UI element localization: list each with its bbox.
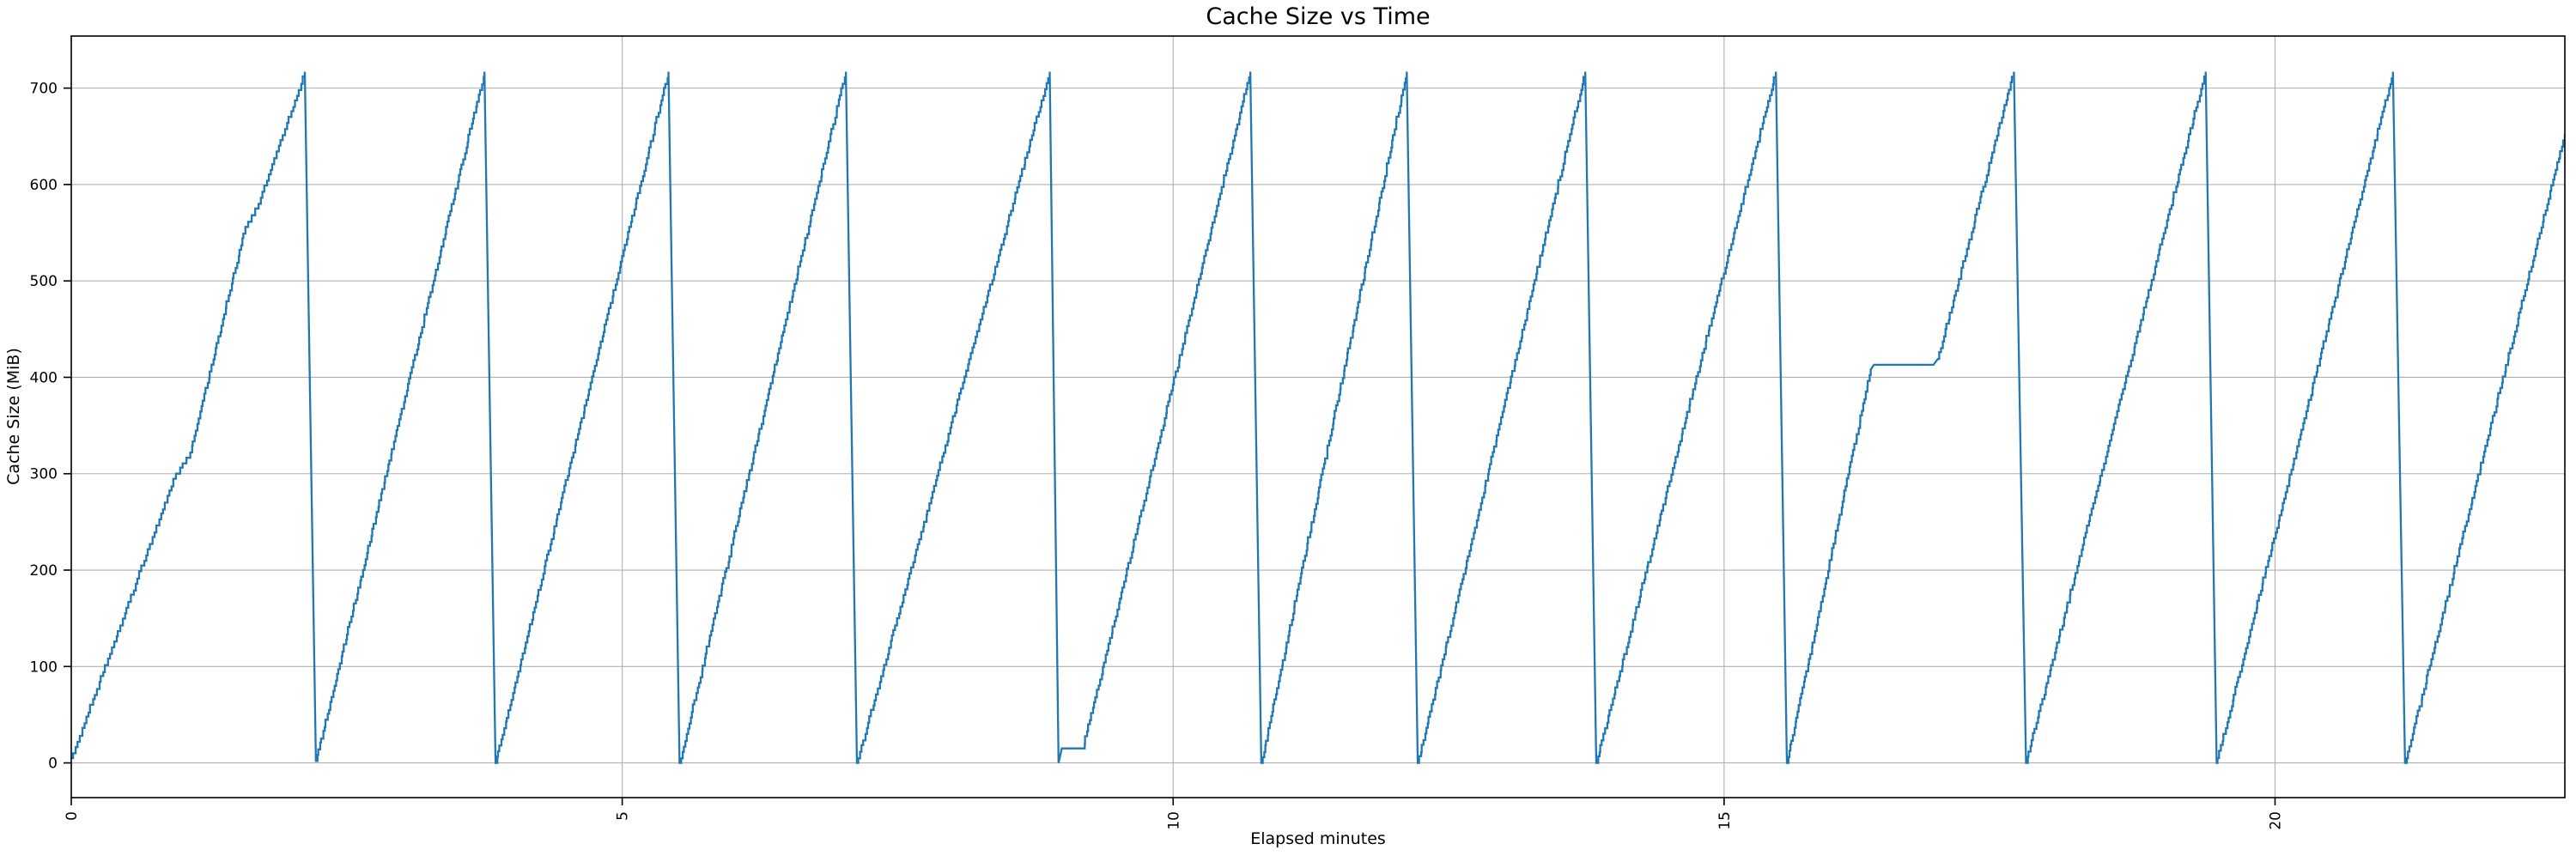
- y-tick-label: 200: [30, 562, 58, 580]
- plot-border: [70, 35, 2566, 798]
- axis-tick-labels: 0 100 200 300 400 500 600 700 0 5 10 15 20: [30, 81, 2285, 830]
- y-tick-label: 300: [30, 466, 58, 483]
- grid-lines: [70, 36, 2565, 798]
- x-tick-label: 15: [1716, 811, 1734, 830]
- y-tick-label: 400: [30, 369, 58, 386]
- chart-title: Cache Size vs Time: [1206, 3, 1430, 30]
- x-tick-label: 0: [64, 811, 81, 821]
- y-tick-label: 500: [30, 273, 58, 290]
- y-tick-label: 100: [30, 659, 58, 676]
- x-tick-label: 5: [615, 811, 632, 821]
- x-tick-label: 20: [2268, 811, 2285, 830]
- y-tick-label: 600: [30, 177, 58, 194]
- axis-ticks: [64, 87, 2276, 805]
- y-tick-label: 0: [48, 756, 58, 773]
- x-tick-label: 10: [1165, 811, 1182, 830]
- y-tick-label: 700: [30, 81, 58, 98]
- y-axis-label: Cache Size (MiB): [4, 348, 23, 485]
- x-axis-label: Elapsed minutes: [1250, 829, 1386, 848]
- cache-size-line: [71, 71, 2565, 764]
